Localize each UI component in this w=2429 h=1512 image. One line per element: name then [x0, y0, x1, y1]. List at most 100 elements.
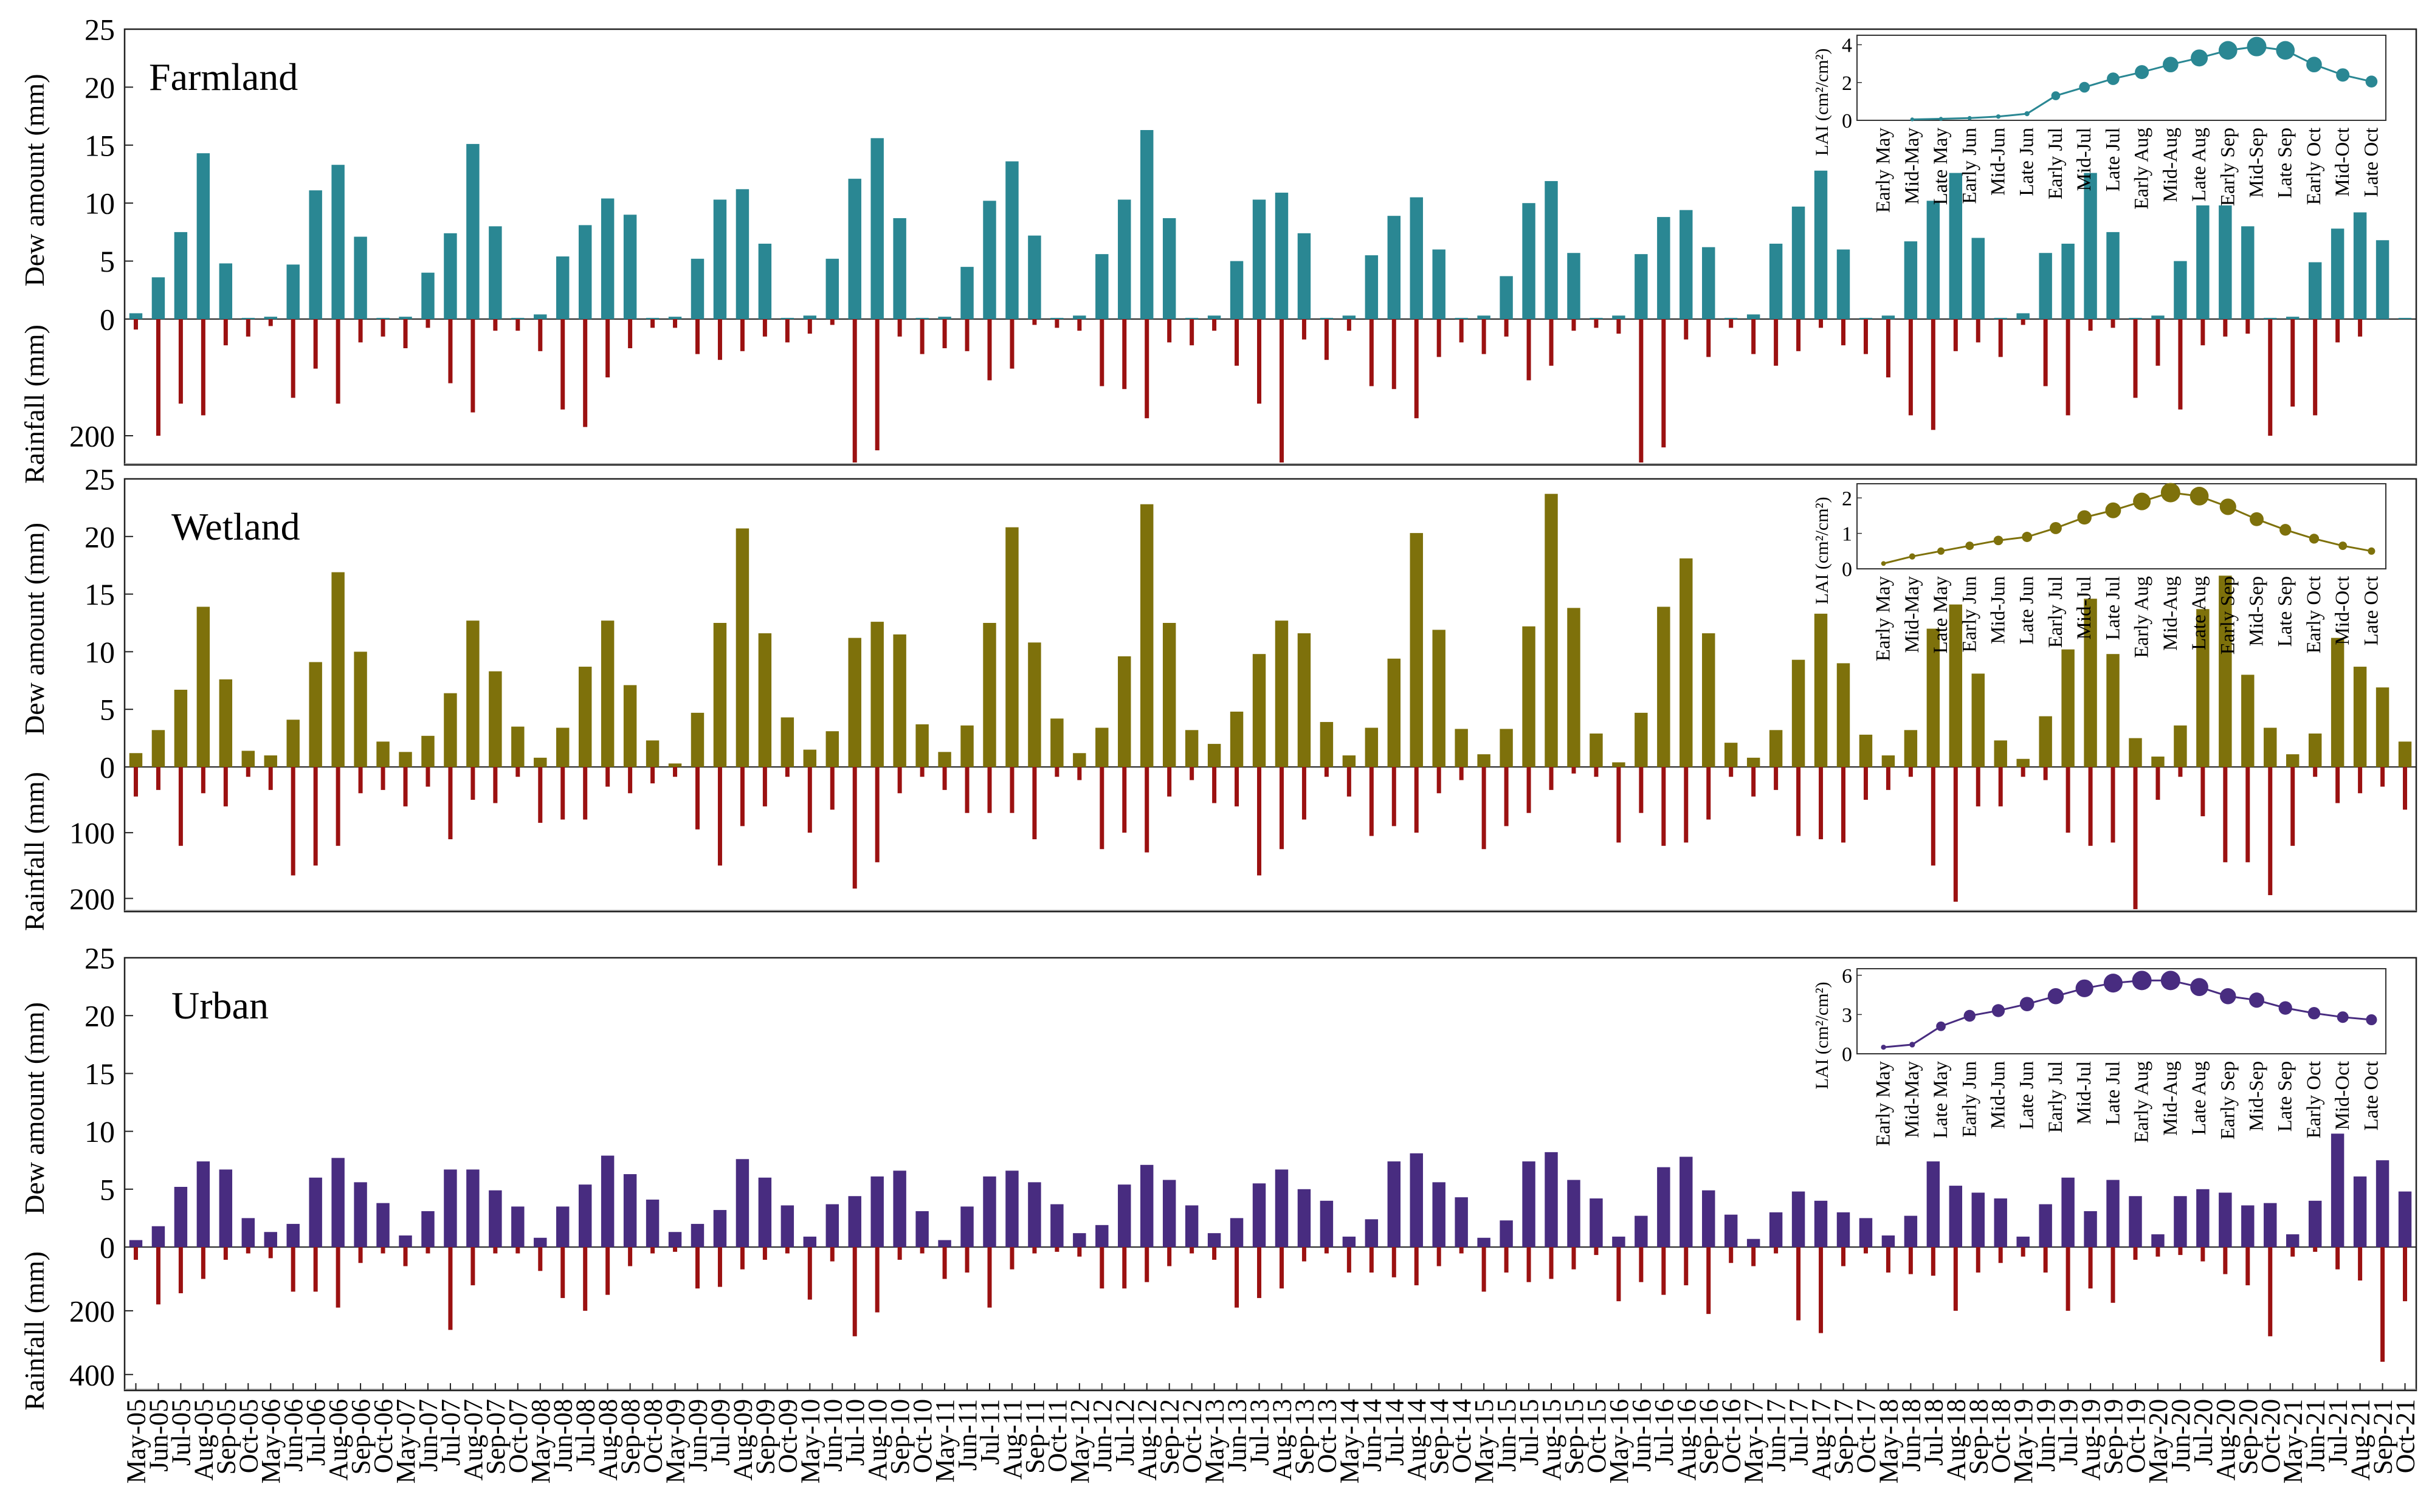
lai-point	[2218, 41, 2238, 60]
x-tick-label: May-15	[1469, 1399, 1499, 1483]
dew-bar	[1590, 1198, 1603, 1247]
dew-tick-label: 20	[84, 520, 115, 554]
rainfall-bar	[1639, 319, 1644, 462]
rainfall-bar	[807, 319, 812, 334]
rainfall-bar	[1414, 1247, 1419, 1285]
panel-title: Wetland	[171, 505, 300, 548]
rainfall-bar	[1145, 319, 1149, 419]
rainfall-bar	[2268, 319, 2273, 436]
rainfall-bar	[1010, 319, 1015, 369]
dew-bar	[646, 318, 660, 319]
rainfall-bar	[762, 319, 767, 337]
dew-bar	[354, 651, 367, 767]
rainfall-bar	[650, 319, 655, 328]
dew-bar	[870, 1176, 884, 1247]
rainfall-bar	[1436, 767, 1441, 794]
rainfall-bar	[2358, 319, 2363, 337]
dew-bar	[2016, 313, 2030, 319]
rainfall-bar	[1167, 319, 1172, 343]
lai-point	[1909, 553, 1915, 560]
rainfall-bar	[1279, 1247, 1284, 1289]
panel-title: Farmland	[149, 55, 298, 98]
inset-category-label: Late Sep	[2275, 1061, 2296, 1132]
inset-category-label: Early Aug	[2131, 576, 2153, 658]
dew-bar	[1207, 744, 1221, 767]
x-tick-label: Aug-10	[863, 1399, 892, 1480]
rainfall-bar	[1391, 767, 1396, 826]
rainfall-bar	[2155, 767, 2160, 800]
inset-frame	[1856, 968, 2386, 1054]
x-tick-label: Aug-14	[1402, 1399, 1432, 1480]
dew-bar	[1365, 727, 1379, 767]
dew-bar	[196, 607, 210, 767]
dew-tick-label: 5	[100, 244, 115, 278]
lai-point	[2306, 57, 2322, 73]
rainfall-bar	[2021, 767, 2025, 777]
dew-bar	[1073, 753, 1086, 767]
rainfall-bar	[1729, 767, 1734, 777]
dew-bar	[489, 1190, 502, 1247]
dew-tick-label: 20	[84, 999, 115, 1033]
lai-point	[2135, 65, 2149, 80]
rainfall-bar	[987, 767, 992, 813]
rainfall-bar	[762, 1247, 767, 1260]
lai-point	[2219, 498, 2236, 515]
lai-point	[2250, 512, 2264, 526]
dew-bar	[960, 725, 974, 767]
dew-bar	[2174, 725, 2187, 767]
dew-tick-label: 0	[100, 1231, 115, 1265]
lai-point	[2336, 68, 2350, 82]
dew-tick-label: 5	[100, 1172, 115, 1206]
x-tick-label: Jun-06	[278, 1399, 308, 1472]
rainfall-bar	[1369, 767, 1374, 836]
lai-point	[2220, 988, 2236, 1005]
x-tick-label: Sep-16	[1694, 1399, 1724, 1475]
rainfall-bar	[313, 767, 318, 866]
dew-bar	[1994, 740, 2007, 767]
rainfall-bar	[1257, 1247, 1262, 1298]
dew-bar	[511, 1206, 525, 1247]
rainfall-bar	[942, 319, 947, 348]
lai-point	[1991, 1004, 2005, 1017]
rainfall-bar	[1481, 319, 1486, 354]
rainfall-bar	[2021, 319, 2025, 325]
x-tick-label: Jul-18	[1918, 1399, 1948, 1466]
dew-bar	[286, 264, 300, 319]
rainfall-bar	[1235, 319, 1239, 366]
dew-bar	[2039, 253, 2052, 319]
lai-point	[2309, 534, 2320, 544]
dew-bar	[1724, 743, 1738, 767]
rainfall-bar	[246, 1247, 250, 1254]
inset-category-label: Early Jun	[1959, 1061, 1980, 1138]
dew-bar	[1500, 276, 1513, 319]
inset-category-label: Late Jun	[2016, 576, 2038, 645]
dew-bar	[601, 620, 615, 767]
dew-bar	[2353, 212, 2367, 319]
rain-tick-label: 100	[69, 816, 115, 850]
x-tick-label: Sep-20	[2233, 1399, 2263, 1475]
dew-bar	[399, 752, 412, 767]
inset-category-label: Early May	[1873, 576, 1895, 662]
inset-category-label: Mid-Aug	[2160, 576, 2182, 651]
rainfall-bar	[2066, 319, 2070, 416]
rainfall-bar	[560, 319, 565, 410]
rainfall-bar	[1998, 319, 2003, 357]
x-tick-label: Oct-05	[233, 1399, 263, 1473]
x-tick-label: Jun-16	[1627, 1399, 1656, 1472]
dew-bar	[1949, 604, 1963, 767]
dew-bar	[646, 1199, 660, 1247]
dew-bar	[713, 199, 727, 319]
rainfall-bar	[1931, 767, 1935, 866]
x-tick-label: Sep-07	[481, 1399, 511, 1475]
dew-bar	[691, 712, 705, 767]
dew-axis-title: Dew amount (mm)	[19, 523, 50, 735]
dew-bar	[466, 1169, 480, 1247]
rainfall-bar	[1684, 767, 1689, 843]
rainfall-bar	[2335, 319, 2340, 343]
dew-bar	[1477, 754, 1490, 767]
rainfall-bar	[605, 767, 610, 787]
dew-bar	[1814, 613, 1828, 767]
dew-bar	[1904, 1215, 1918, 1247]
rainfall-bar	[673, 1247, 678, 1252]
x-axis: May-05Jun-05Jul-05Aug-05Sep-05Oct-05May-…	[121, 1383, 2420, 1483]
